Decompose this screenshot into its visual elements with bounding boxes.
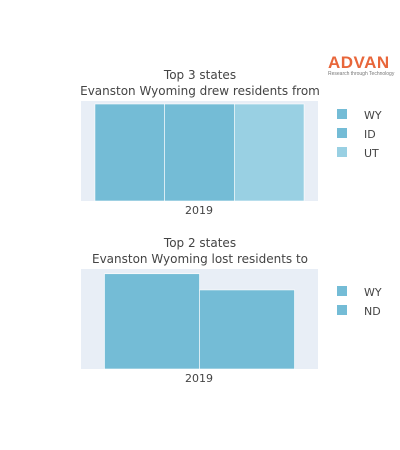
advan-logo: ADVAN Research through Technology [328,54,394,77]
chart-2-legend-swatch-wy [337,286,347,296]
chart-2-bars [104,273,295,370]
chart-2-bar-wy [104,273,200,370]
chart-1-legend-label-ut: UT [364,147,379,160]
chart-1-bar-wy [94,103,165,202]
chart-1-legend-swatch-id [337,128,347,138]
chart-1-title-line1: Top 3 states [163,68,236,82]
chart-1-bars [94,103,305,202]
chart-1-title-line2: Evanston Wyoming drew residents from [80,84,320,98]
chart-2-bar-nd [199,289,295,370]
chart-2-legend-label-nd: ND [364,305,381,318]
chart-1-legend-swatch-wy [337,109,347,119]
logo-wordmark: ADVAN [328,53,390,72]
chart-2-legend-label-wy: WY [364,286,382,299]
logo-tagline: Research through Technology [328,71,395,77]
chart-1-legend: WY ID UT [337,109,382,160]
chart-1-legend-label-wy: WY [364,109,382,122]
chart-1-bar-id [164,103,235,202]
chart-1-bar-ut [234,103,305,202]
chart-2-legend-swatch-nd [337,305,347,315]
chart-2-title-line1: Top 2 states [163,236,236,250]
chart-2: Top 2 states Evanston Wyoming lost resid… [81,236,382,385]
chart-2-title-line2: Evanston Wyoming lost residents to [92,252,308,266]
chart-2-legend: WY ND [337,286,382,318]
chart-1-legend-label-id: ID [364,128,376,141]
chart-1: Top 3 states Evanston Wyoming drew resid… [80,68,382,217]
chart-2-x-tick: 2019 [185,372,213,385]
chart-1-legend-swatch-ut [337,147,347,157]
chart-1-x-tick: 2019 [185,204,213,217]
